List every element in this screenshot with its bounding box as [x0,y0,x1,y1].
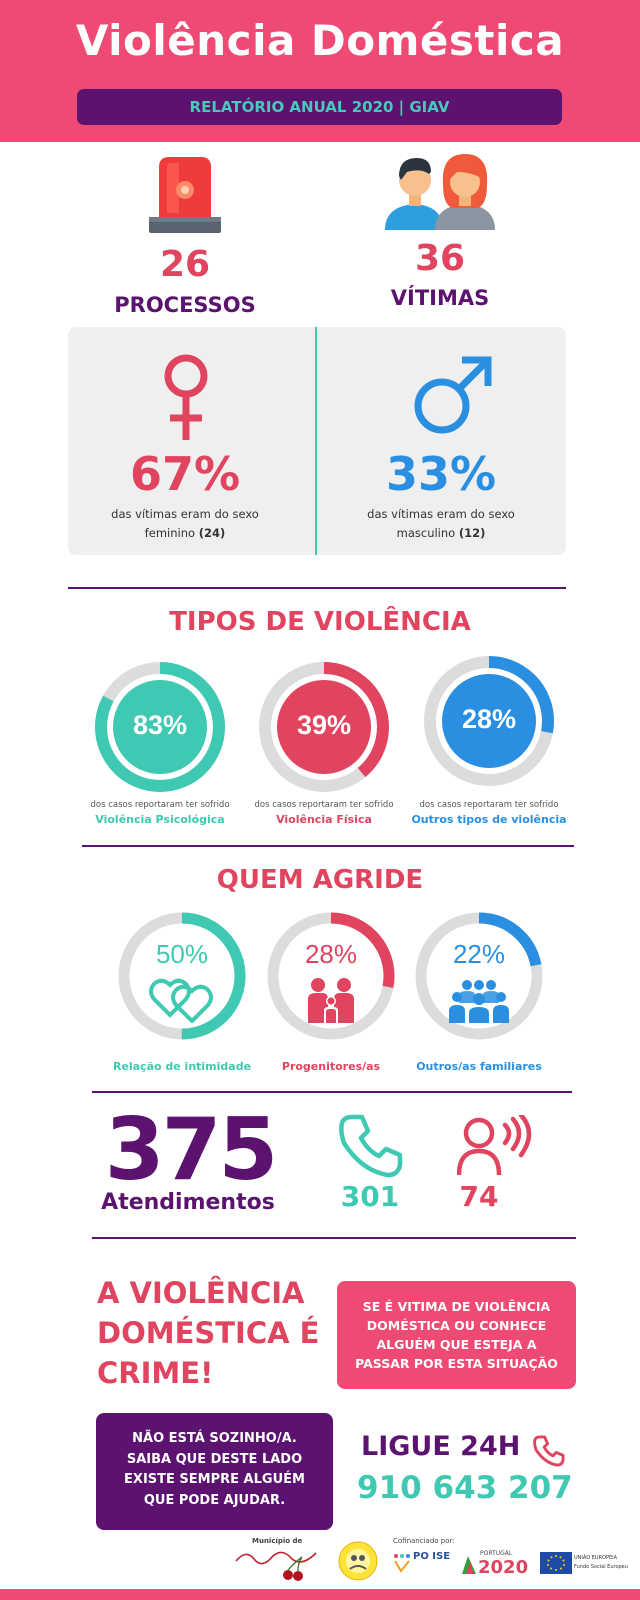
portugal2020-mark-icon [462,1556,476,1574]
ring-progenitores: 28% [266,911,396,1041]
victim-message-box: SE É VITIMA DE VIOLÊNCIA DOMÉSTICA OU CO… [337,1281,576,1389]
female-percent: 67% [129,447,241,501]
processos-label: PROCESSOS [114,293,256,317]
atendimentos-label: Atendimentos [101,1190,275,1215]
quem-title: QUEM AGRIDE [216,865,424,895]
outros-familiares-percent: 22% [452,939,506,969]
psicologica-caption-top: dos casos reportaram ter sofrido [90,800,230,810]
male-text-line2: masculino (12) [396,526,486,540]
group-icon [449,980,509,1023]
people-icon [385,154,495,230]
atendimentos-telefone: 301 [340,1180,400,1213]
crime-line2: DOMÉSTICA É [97,1316,320,1350]
footer-bar [0,1589,640,1600]
ring-intimidade-progress [118,912,246,1040]
siren-icon [149,157,221,233]
male-percent: 33% [385,447,497,501]
support-message-line4: QUE PODE AJUDAR. [143,1492,286,1508]
victim-message-line4: PASSAR POR ESTA SITUAÇÃO [355,1356,558,1371]
ligue-24h-label: LIGUE 24H [361,1431,521,1462]
giav-logo-icon [338,1541,378,1581]
fundo-label: Fundo Social Europeu [574,1564,628,1570]
vitimas-label: VÍTIMAS [390,286,490,310]
phone-icon [339,1114,403,1178]
outros-familiares-caption: Outros/as familiares [416,1060,542,1073]
poise-logo: PO ISE [393,1549,453,1579]
outros-tipos-caption-top: dos casos reportaram ter sofrido [419,800,559,810]
victim-message-line2: DOMÉSTICA OU CONHECE [366,1318,547,1333]
poise-label: PO ISE [413,1551,451,1562]
portugal-label: PORTUGAL [480,1550,513,1557]
victim-message-line3: ALGUÉM QUE ESTEJA A [376,1337,537,1352]
tipos-title: TIPOS DE VIOLÊNCIA [169,607,471,637]
municipio-logo: Município de [232,1535,322,1585]
support-message-box: NÃO ESTÁ SOZINHO/A. SAIBA QUE DESTE LADO… [96,1413,333,1530]
female-text-line2: feminino (24) [144,526,226,540]
crime-line1: A VIOLÊNCIA [97,1276,305,1310]
municipio-signature-icon [235,1551,317,1581]
person-speaking-icon [457,1115,532,1176]
ring-psicologica-progress [95,662,225,792]
ring-outros-tipos-percent: 28% [461,704,517,734]
processos-count: 26 [159,244,211,285]
eu-flag-icon [540,1552,572,1574]
report-banner: RELATÓRIO ANUAL 2020 | GIAV [77,89,562,125]
ring-fisica: 39% [257,660,391,794]
ring-fisica-percent: 39% [296,710,352,740]
poise-mark-icon [394,1554,410,1573]
section-divider [68,587,566,589]
ring-outros-tipos-progress [424,656,554,786]
helpline-number[interactable]: 910 643 207 [357,1470,573,1506]
crime-line3: CRIME! [97,1356,214,1390]
gender-divider [315,327,317,555]
psicologica-caption: Violência Psicológica [95,813,225,826]
eu-label: UNIÃO EUROPEIA [574,1555,618,1561]
cofinanciado-label: Cofinanciado por: [393,1537,455,1545]
female-text-line1: das vítimas eram do sexo [111,507,259,521]
section-divider [92,1091,572,1093]
fisica-caption-top: dos casos reportaram ter sofrido [254,800,394,810]
outros-tipos-caption: Outros tipos de violência [411,813,567,826]
ring-outros-familiares: 22% [414,911,544,1041]
ring-fisica-progress [259,662,389,792]
vitimas-count: 36 [414,238,466,279]
intimidade-caption: Relação de intimidade [112,1060,252,1073]
female-symbol-icon [164,354,208,440]
progenitores-caption: Progenitores/as [281,1060,381,1073]
fisica-caption: Violência Física [276,813,372,826]
municipio-label: Município de [252,1537,303,1545]
intimidade-percent: 50% [155,939,209,969]
phone-icon [533,1435,565,1467]
ring-intimidade: 50% [117,911,247,1041]
eu-logo: UNIÃO EUROPEIA Fundo Social Europeu [540,1552,630,1580]
atendimentos-total: 375 [104,1100,279,1200]
support-message-line1: NÃO ESTÁ SOZINHO/A. [132,1431,297,1446]
support-message-line2: SAIBA QUE DESTE LADO [126,1451,303,1467]
ring-progenitores-progress [267,912,395,1040]
progenitores-percent: 28% [304,939,358,969]
atendimentos-presencial: 74 [459,1180,499,1213]
section-divider [92,1237,576,1239]
victim-message-line1: SE É VITIMA DE VIOLÊNCIA [362,1299,551,1314]
ring-outros-familiares-progress [415,912,543,1040]
male-symbol-icon [414,356,492,434]
page-title: Violência Doméstica [75,16,565,65]
ring-psicologica: 83% [93,660,227,794]
portugal2020-logo: PORTUGAL 2020 [460,1546,530,1582]
ring-outros-tipos: 28% [422,654,556,788]
male-text-line1: das vítimas eram do sexo [367,507,515,521]
support-message-line3: EXISTE SEMPRE ALGUÉM [124,1472,305,1487]
family-icon [308,978,354,1023]
hearts-icon [149,978,213,1023]
portugal-2020-label: 2020 [478,1557,529,1578]
ring-psicologica-percent: 83% [132,710,188,740]
section-divider [82,845,574,847]
